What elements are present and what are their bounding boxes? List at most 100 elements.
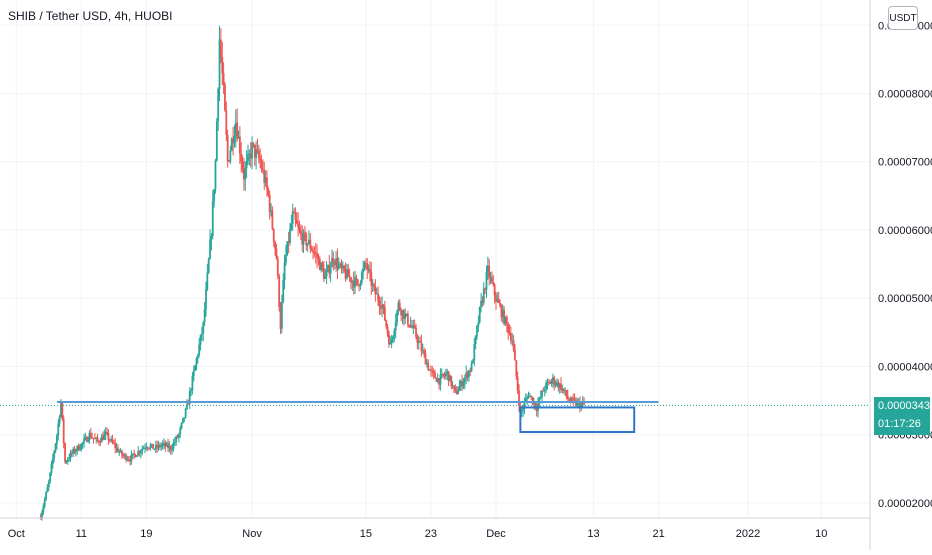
candle-body [62,418,65,444]
candle-body [328,265,331,274]
candle-body [440,373,443,375]
x-tick-label: Dec [486,528,506,540]
candle-body [112,442,115,444]
candle-body [451,385,454,387]
candle-body [401,310,404,316]
candle-body [583,402,585,405]
candle-body [301,234,304,245]
candle-body [41,512,43,519]
candle-body [373,284,375,287]
candle-body [146,447,149,449]
candle-body [428,369,431,371]
candle-body [443,375,446,377]
candle-body [184,408,187,418]
candle-body [180,422,183,428]
candle-body [241,161,244,170]
candle-body [561,388,564,391]
candle-body [156,444,159,448]
candle-body [478,306,481,323]
candle-body [528,395,531,397]
candle-body [286,241,289,256]
candle-body [129,459,131,462]
candle-body [576,402,579,406]
candle-body [545,382,548,390]
candle-body [131,453,134,455]
grid [0,0,870,518]
candle-body [183,417,186,419]
candle-body [69,452,72,459]
candle-body [160,445,163,448]
candle-body [317,257,320,259]
candle-body [420,342,423,352]
y-tick-label: 0.00005000 [878,293,932,305]
candle-body [142,447,145,449]
candle-body [562,388,565,391]
candle-body [213,189,216,202]
candle-body [209,239,211,259]
x-tick-label: 13 [587,528,599,540]
candle-body [81,442,84,445]
candle-body [122,455,125,457]
candle-body [278,275,281,308]
candle-body [568,398,571,402]
currency-button[interactable]: USDT [888,6,918,30]
x-tick-label: Oct [8,528,25,540]
candle-body [485,272,488,290]
candle-body [65,461,68,463]
candle-body [202,322,205,334]
candle-countdown: 01:17:26 [878,418,921,430]
x-tick-label: Nov [242,528,262,540]
candle-body [199,334,202,345]
candle-body [172,442,175,449]
candle-body [218,39,221,89]
candle-body [501,309,504,318]
candle-body [87,439,89,442]
candle-body [522,408,524,411]
candle-body [388,333,390,345]
candle-body [140,451,142,454]
candle-body [163,442,165,444]
candle-body [256,149,259,152]
candle-body [347,269,350,277]
candle-body [350,277,352,283]
candle-body [408,324,411,327]
candle-body [306,243,309,246]
candle-body [280,302,283,329]
candle-body [542,390,545,392]
candle-body [336,258,339,269]
candle-body [207,258,210,273]
candle-body [299,230,302,235]
y-tick-label: 0.00004000 [878,361,932,373]
candle-body [530,395,533,397]
candle-body [535,407,538,412]
candle-body [486,265,489,273]
candle-body [363,262,366,269]
candle-body [168,446,171,449]
candle-body [370,271,373,286]
candle-body [302,232,305,245]
x-tick-label: 10 [815,528,827,540]
candle-body [554,384,557,386]
candle-body [233,135,236,144]
candle-body [402,310,405,319]
candle-body [314,252,317,254]
candle-body [453,385,455,388]
candle-body [310,248,313,251]
candle-body [102,436,104,440]
candle-body [516,376,519,391]
candle-body [186,403,188,409]
candle-body [282,280,285,303]
candle-body [145,447,148,449]
candle-body [103,434,106,440]
chart-title: SHIB / Tether USD, 4h, HUOBI [8,9,173,23]
candle-body [382,304,385,308]
candle-body [378,300,381,307]
candle-body [304,232,306,235]
candle-body [355,277,358,280]
candle-body [396,311,398,323]
candle-body [148,448,150,450]
candle-body [118,451,121,453]
candle-body [348,276,351,278]
